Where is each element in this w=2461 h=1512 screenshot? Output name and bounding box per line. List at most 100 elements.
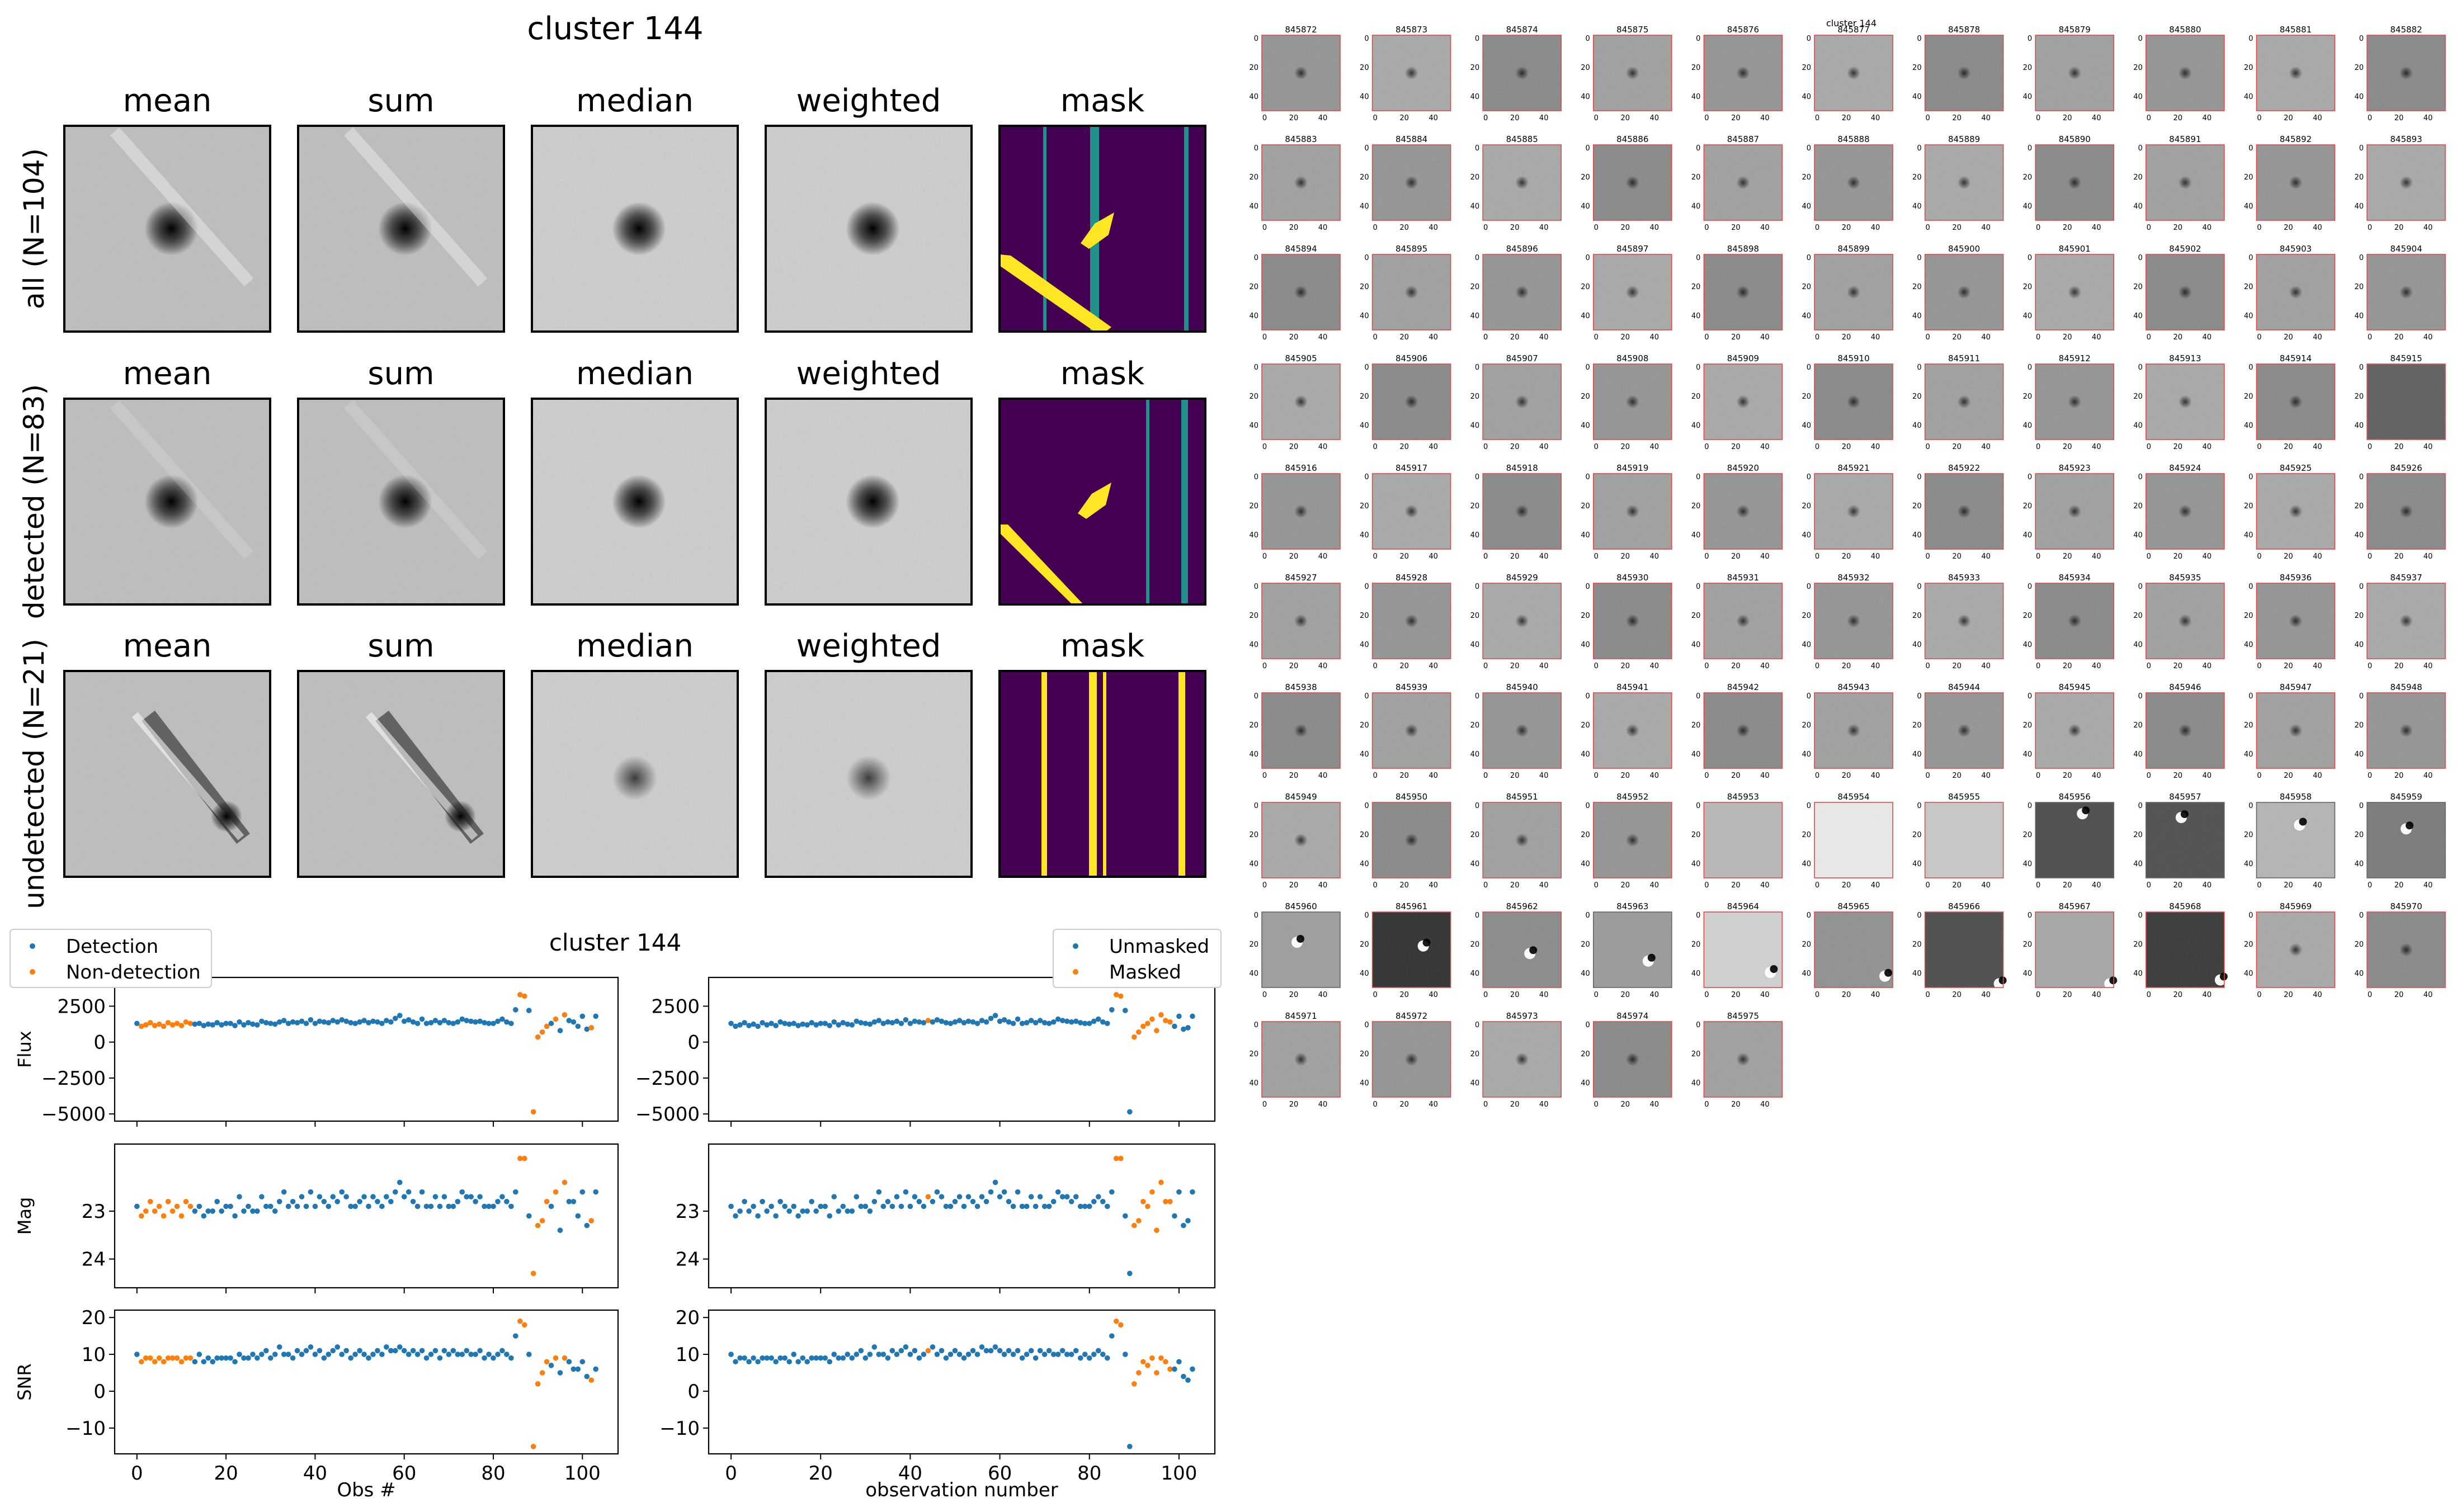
data-point [742, 1199, 747, 1204]
data-point [437, 1020, 443, 1026]
y-tick-label: 24 [82, 1249, 106, 1271]
thumbnail-id: 845907 [1506, 353, 1538, 363]
thumbnail-frame [2366, 254, 2446, 330]
thumbnail-x-tick: 0 [1815, 333, 1819, 342]
thumbnail-x-tick: 40 [1428, 881, 1438, 890]
data-point [1190, 1189, 1195, 1195]
thumbnail-source [1294, 504, 1308, 518]
data-point [366, 1355, 371, 1361]
data-point [1033, 1203, 1039, 1209]
data-point [822, 1203, 828, 1209]
thumbnail-y-tick: 20 [2023, 64, 2033, 72]
data-point [903, 1017, 909, 1023]
data-point [428, 1203, 434, 1209]
data-point [818, 1203, 824, 1209]
data-point [1149, 1189, 1155, 1195]
data-point [308, 1189, 314, 1195]
thumbnail-y-tick: 40 [2354, 202, 2364, 211]
y-tick-label: −10 [65, 1418, 106, 1440]
data-point [979, 1194, 985, 1200]
data-point [1127, 1109, 1133, 1115]
thumbnail-x-tick: 20 [2394, 443, 2404, 451]
thumbnail-x-tick: 40 [1318, 443, 1328, 451]
data-point [769, 1355, 774, 1361]
thumbnail-x-tick: 40 [1871, 662, 1880, 670]
thumbnail-x-tick: 20 [1289, 1100, 1299, 1109]
thumbnail-id: 845915 [2390, 353, 2422, 363]
data-point [508, 1355, 514, 1361]
thumbnail-x-tick: 20 [1842, 662, 1851, 670]
data-point [979, 1018, 985, 1023]
thumbnail-source [1294, 833, 1308, 847]
data-point [205, 1355, 211, 1361]
data-point [432, 1018, 439, 1023]
thumbnail-x-tick: 40 [1650, 333, 1659, 342]
thumbnail-frame [1371, 911, 1451, 988]
data-point [326, 1352, 332, 1357]
thumbnail-source [1847, 176, 1860, 190]
thumbnail-x-tick: 0 [1483, 881, 1488, 890]
legend-marker [1073, 943, 1078, 949]
data-point [1041, 1352, 1048, 1357]
thumbnail-y-tick: 0 [1917, 144, 1921, 153]
thumbnail-frame [2256, 583, 2336, 659]
thumbnail-x-tick: 40 [1318, 772, 1328, 780]
column-title: sum [367, 83, 434, 119]
thumbnail-y-tick: 40 [1249, 531, 1258, 540]
data-point [1154, 1370, 1159, 1376]
thumbnail-y-tick: 0 [1364, 35, 1369, 43]
thumbnail-y-tick: 0 [1254, 1021, 1258, 1029]
thumbnail-x-tick: 40 [1318, 881, 1328, 890]
thumbnail-y-tick: 20 [1802, 612, 1811, 620]
thumbnail-x-tick: 0 [1373, 1100, 1377, 1109]
data-point [795, 1023, 801, 1028]
thumbnail-x-tick: 40 [1428, 443, 1438, 451]
thumbnail-y-tick: 20 [2354, 173, 2364, 182]
data-point [827, 1213, 833, 1219]
data-point [250, 1208, 256, 1214]
thumbnail-frame [2256, 363, 2336, 440]
data-point [1064, 1352, 1070, 1357]
thumbnail-frame [1814, 363, 1893, 440]
thumbnail-y-tick: 40 [2023, 860, 2033, 868]
data-point [152, 1359, 158, 1365]
thumbnail-frame [1814, 802, 1893, 878]
thumbnail-id: 845884 [1395, 134, 1427, 144]
thumbnail-noise [2256, 802, 2335, 878]
thumbnail-x-tick: 0 [1262, 991, 1267, 999]
thumbnail-id: 845911 [1948, 353, 1980, 363]
thumbnail-y-tick: 20 [1912, 393, 1922, 401]
thumbnail-id: 845909 [1727, 353, 1759, 363]
thumbnail-y-tick: 20 [2133, 283, 2143, 291]
thumbnail-frame [1261, 802, 1341, 878]
stamp-frame [531, 398, 739, 606]
legend-marker [30, 969, 35, 975]
data-point [441, 1194, 447, 1200]
data-point [464, 1194, 470, 1200]
thumbnail-x-tick: 20 [1399, 881, 1409, 890]
thumbnail-y-tick: 0 [1586, 35, 1590, 43]
y-tick-label: −10 [659, 1418, 700, 1440]
data-point [437, 1355, 443, 1361]
data-point [1118, 993, 1124, 999]
thumbnail-frame [1261, 1021, 1341, 1098]
data-point [303, 1203, 309, 1209]
thumbnail-x-tick: 20 [1289, 881, 1299, 890]
x-tick-label: 80 [481, 1462, 505, 1485]
thumbnail-y-tick: 40 [1691, 531, 1701, 540]
data-point [903, 1189, 909, 1195]
stamp-image [297, 125, 505, 333]
thumbnail-x-tick: 40 [2092, 991, 2101, 999]
thumbnail-x-tick: 20 [2063, 443, 2072, 451]
data-point [840, 1355, 846, 1361]
thumbnail-source [2178, 724, 2192, 738]
thumbnail-x-tick: 40 [1981, 881, 1991, 890]
thumbnail-frame [1482, 363, 1562, 440]
data-point [1091, 1018, 1097, 1024]
thumbnail-y-tick: 40 [1249, 860, 1258, 868]
